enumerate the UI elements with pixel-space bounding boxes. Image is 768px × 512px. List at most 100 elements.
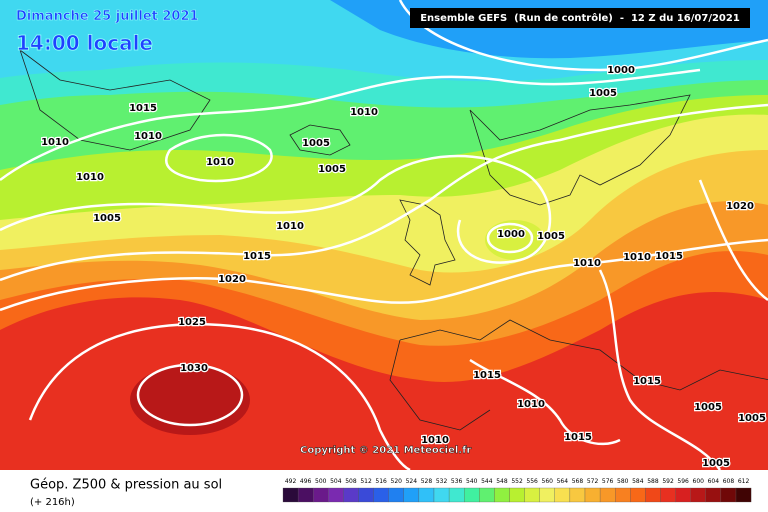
isobar — [486, 222, 534, 254]
isobar-label: 1015 — [129, 103, 157, 114]
legend-swatch — [509, 487, 525, 503]
isobar-label: 1000 — [607, 65, 635, 76]
legend-value: 576 — [602, 478, 614, 485]
legend-value: 532 — [436, 478, 448, 485]
legend-value: 560 — [542, 478, 554, 485]
legend-swatch — [479, 487, 495, 503]
legend-swatch — [373, 487, 389, 503]
isobar — [598, 269, 722, 471]
isobar — [0, 154, 552, 264]
isobar-label: 1010 — [350, 107, 378, 118]
isobar-label: 1005 — [702, 458, 730, 469]
isobar-label: 1010 — [134, 131, 162, 142]
legend-value: 584 — [632, 478, 644, 485]
isobar — [28, 323, 411, 472]
isobar-label: 1015 — [473, 370, 501, 381]
legend-swatch — [554, 487, 571, 503]
isobar-label: 1020 — [218, 274, 246, 285]
isobar-label: 1015 — [633, 376, 661, 387]
isobar-label: 1010 — [76, 172, 104, 183]
isobar-label: 1005 — [694, 402, 722, 413]
legend-value: 492 — [285, 478, 297, 485]
legend-value: 608 — [723, 478, 735, 485]
legend-swatch — [313, 487, 329, 503]
legend-swatch — [615, 487, 631, 503]
legend-value: 528 — [421, 478, 433, 485]
legend-value: 552 — [511, 478, 523, 485]
legend-value: 592 — [662, 478, 674, 485]
legend-swatch — [675, 487, 691, 503]
legend-swatch — [433, 487, 450, 503]
isobar-label: 1010 — [421, 435, 449, 446]
legend-value: 520 — [391, 478, 403, 485]
legend-swatch — [418, 487, 435, 503]
legend-swatch — [645, 487, 661, 503]
legend-value: 516 — [375, 478, 387, 485]
coast-scandinavia — [469, 94, 691, 206]
legend-swatch — [660, 487, 676, 503]
legend-value: 604 — [708, 478, 720, 485]
isobar — [136, 363, 244, 427]
copyright: Copyright © 2021 Meteociel.fr — [300, 445, 471, 456]
isobar — [0, 238, 768, 312]
legend-value: 548 — [496, 478, 508, 485]
isobar-label: 1005 — [589, 88, 617, 99]
isobar — [165, 133, 273, 183]
coast-iceland — [289, 124, 351, 156]
legend-swatch — [343, 487, 359, 503]
isobar-labels: 1000 1005 1015 1010 1010 1010 1005 1010 1005 1010… — [40, 64, 767, 471]
legend-swatch — [448, 487, 465, 503]
field — [0, 0, 768, 470]
legend-swatch — [524, 487, 540, 503]
legend-swatch — [584, 487, 601, 503]
isobar — [0, 103, 768, 282]
field-low — [485, 220, 545, 260]
legend-swatch — [630, 487, 646, 503]
legend: 492 496 500 504 508 512 516 520 524 528 532 536 540 5… — [282, 478, 752, 503]
isobar — [698, 179, 768, 302]
legend-value: 536 — [451, 478, 463, 485]
legend-value: 556 — [526, 478, 538, 485]
legend-swatch — [282, 487, 299, 503]
legend-swatch — [464, 487, 480, 503]
legend-value: 596 — [677, 478, 689, 485]
run-box — [410, 8, 750, 28]
legend-swatch — [705, 487, 722, 503]
legend-swatch — [569, 487, 586, 503]
isobar-label: 1005 — [318, 164, 346, 175]
legend-value: 568 — [572, 478, 584, 485]
isobar-label: 1005 — [537, 231, 565, 242]
isobar-label: 1010 — [41, 137, 69, 148]
footer-lead: (+ 216h) — [30, 497, 75, 508]
isobar-label: 1010 — [573, 258, 601, 269]
isobar-label: 1020 — [726, 201, 754, 212]
legend-value: 508 — [345, 478, 357, 485]
legend-swatch — [720, 487, 737, 503]
legend-swatch — [494, 487, 510, 503]
isobar-label: 1015 — [564, 432, 592, 443]
legend-value: 524 — [406, 478, 418, 485]
legend-value: 612 — [738, 478, 750, 485]
legend-swatch — [388, 487, 404, 503]
legend-value: 588 — [647, 478, 659, 485]
isobar-label: 1010 — [276, 221, 304, 232]
coast-europe — [389, 319, 768, 431]
field-dark-red — [130, 365, 250, 435]
isobar-label: 1010 — [206, 157, 234, 168]
legend-swatch — [599, 487, 616, 503]
isobar-label: 1025 — [178, 317, 206, 328]
isobar-label: 1005 — [302, 138, 330, 149]
legend-swatch — [328, 487, 344, 503]
legend-value: 540 — [466, 478, 478, 485]
coast-britain — [399, 199, 456, 286]
legend-value: 544 — [481, 478, 493, 485]
date: Dimanche 25 juillet 2021 — [16, 9, 199, 24]
footer-title: Géop. Z500 & pression au sol — [30, 478, 222, 493]
isobar-label: 1030 — [180, 363, 208, 374]
isobar — [398, 0, 768, 72]
run-info: Ensemble GEFS (Run de contrôle) - 12 Z d… — [420, 12, 740, 24]
legend-swatch — [297, 487, 314, 503]
isobar-label: 1005 — [93, 213, 121, 224]
